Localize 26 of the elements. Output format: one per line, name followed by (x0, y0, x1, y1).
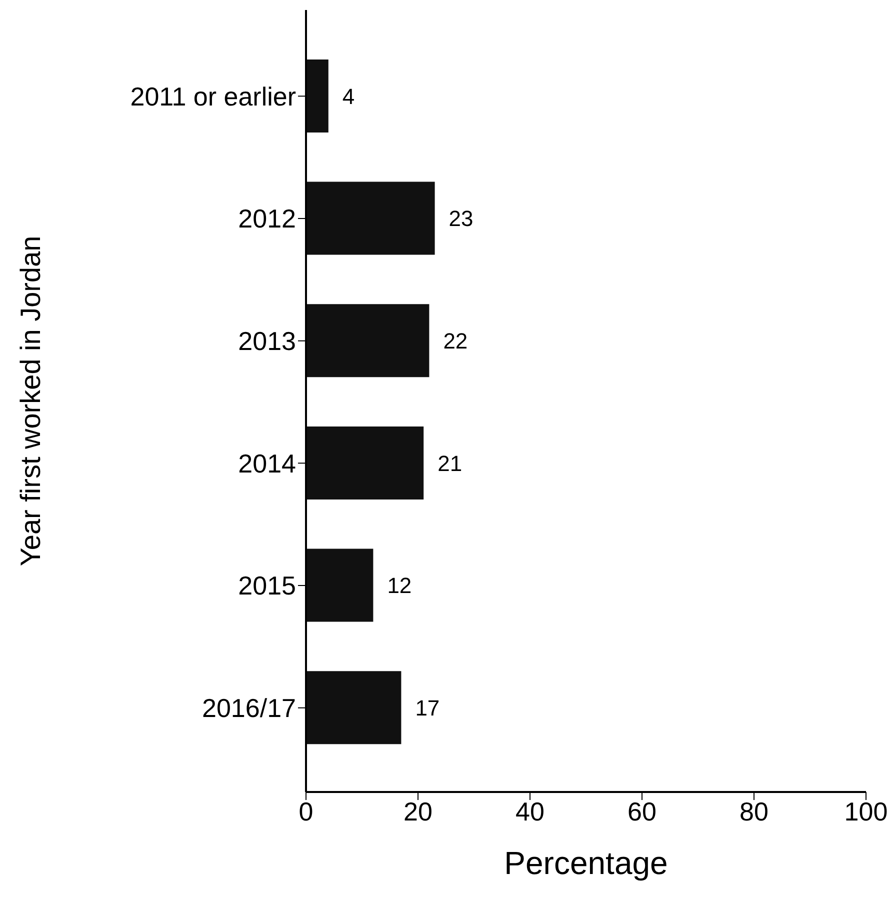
y-axis-title: Year first worked in Jordan (14, 236, 46, 566)
bar (306, 304, 430, 378)
x-tick-label: 80 (740, 796, 768, 826)
y-tick-label: 2013 (238, 326, 296, 356)
y-tick-label: 2012 (238, 204, 296, 234)
y-tick-label: 2015 (238, 570, 296, 601)
y-tick-label: 2011 or earlier (130, 81, 296, 112)
data-label: 17 (415, 695, 440, 720)
data-label: 4 (342, 84, 355, 109)
bar (306, 426, 424, 500)
x-tick-label: 0 (298, 796, 314, 826)
bar (306, 182, 435, 255)
bar (306, 548, 374, 622)
x-tick-label: 60 (628, 796, 656, 826)
x-axis-title: Percentage (504, 845, 668, 881)
x-tick-label: 20 (404, 796, 432, 826)
bar (306, 59, 328, 132)
y-tick-label: 2016/17 (202, 693, 296, 724)
bar (306, 671, 402, 744)
data-label: 22 (443, 328, 468, 354)
x-tick-label: 100 (844, 796, 888, 826)
y-tick-label: 2014 (238, 448, 296, 478)
x-tick-label: 40 (516, 796, 544, 826)
data-label: 23 (448, 206, 474, 232)
data-label: 12 (387, 573, 412, 598)
data-label: 21 (438, 450, 462, 476)
